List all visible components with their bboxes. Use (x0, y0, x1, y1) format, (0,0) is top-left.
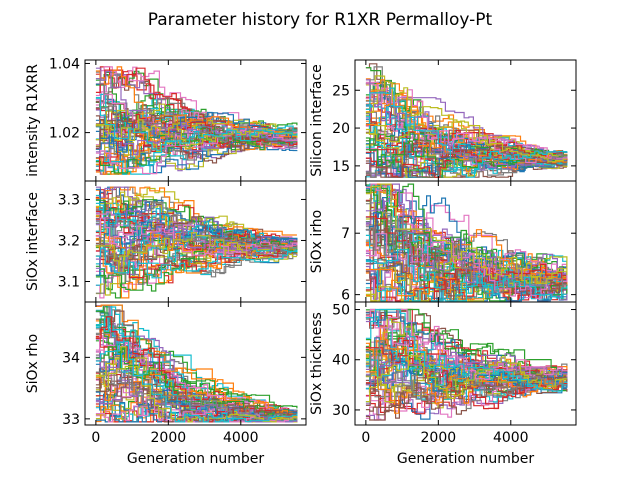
walker-trace (95, 216, 298, 268)
walker-trace (365, 379, 568, 415)
walker-trace (365, 183, 568, 286)
y-tick-label: 1.02 (49, 126, 80, 142)
y-tick-label: 30 (332, 403, 350, 419)
walker-trace (95, 219, 298, 252)
walker-trace (365, 79, 568, 171)
y-tick-label: 3.2 (58, 233, 80, 249)
walker-trace (365, 308, 567, 372)
subplot-grid: 1.02 1.04 intensity R1XRR 15 20 25 Silicon int… (25, 56, 577, 467)
walker-trace (95, 119, 298, 149)
walker-trace (95, 340, 298, 423)
subplot-4: 6 7 SiOx irho (309, 180, 577, 304)
walker-trace (95, 186, 297, 236)
y-tick-label: 3.1 (58, 274, 80, 290)
subplot-2: 15 20 25 Silicon interface (309, 59, 577, 182)
axes-frame (354, 301, 577, 426)
y-axis-label: Silicon interface (309, 64, 325, 177)
y-axis-label: SiOx irho (309, 210, 325, 273)
y-axis-label: SiOx rho (25, 334, 41, 393)
walker-trace (365, 87, 568, 178)
walker-trace (95, 222, 298, 273)
walker-trace (95, 250, 297, 279)
walker-trace (95, 230, 298, 275)
walker-trace (95, 304, 297, 419)
walker-trace (95, 210, 297, 247)
walker-trace (95, 113, 298, 172)
walker-traces (95, 304, 298, 423)
walker-trace (365, 220, 568, 302)
subplot-6: 0 2000 4000 30 40 50 SiOx thickness Generation … (309, 301, 577, 467)
y-tick-label: 33 (62, 412, 80, 428)
y-tick-label: 1.04 (49, 56, 80, 72)
walker-trace (365, 216, 568, 293)
walker-trace (95, 66, 298, 140)
walker-traces (365, 308, 568, 421)
y-tick-label: 20 (332, 121, 350, 137)
walker-trace (95, 71, 298, 148)
y-axis-label: SiOx interface (25, 192, 41, 291)
walker-traces (95, 66, 298, 175)
walker-trace (95, 97, 298, 151)
walker-trace (95, 247, 298, 279)
walker-trace (365, 308, 567, 392)
walker-trace (95, 217, 298, 257)
figure-title: Parameter history for R1XR Permalloy-Pt (148, 10, 493, 30)
walker-trace (95, 201, 297, 257)
x-tick-label: 0 (91, 430, 100, 446)
subplot-1: 1.02 1.04 intensity R1XRR (25, 56, 307, 182)
y-tick-label: 25 (332, 83, 350, 99)
walker-traces (95, 186, 298, 299)
x-tick-label: 2000 (421, 430, 457, 446)
walker-trace (365, 137, 568, 169)
x-tick-label: 4000 (223, 430, 259, 446)
y-axis-label: intensity R1XRR (25, 64, 41, 177)
walker-trace (95, 371, 298, 421)
walker-trace (365, 249, 568, 302)
walker-trace (95, 67, 298, 144)
y-tick-label: 6 (341, 288, 350, 304)
walker-trace (365, 351, 568, 386)
axes-frame (84, 301, 307, 426)
y-axis-label: SiOx thickness (309, 312, 325, 415)
walker-traces (365, 183, 568, 302)
x-axis-label: Generation number (397, 451, 534, 467)
y-tick-label: 15 (332, 159, 350, 175)
y-tick-label: 50 (332, 303, 350, 319)
y-tick-label: 7 (341, 226, 350, 242)
walker-trace (95, 208, 297, 254)
walker-trace (365, 183, 567, 284)
walker-trace (365, 233, 568, 300)
walker-traces (365, 63, 568, 178)
walker-trace (95, 346, 298, 422)
walker-trace (365, 87, 568, 164)
walker-trace (365, 308, 568, 380)
walker-trace (365, 326, 568, 405)
walker-trace (95, 310, 298, 409)
subplot-5: 0 2000 4000 33 34 SiOx rho Generation number (25, 301, 307, 467)
x-tick-label: 4000 (493, 430, 529, 446)
walker-trace (95, 246, 298, 294)
x-axis-label: Generation number (127, 451, 264, 467)
walker-trace (365, 183, 568, 280)
walker-trace (95, 232, 297, 273)
y-tick-label: 34 (62, 350, 80, 366)
x-tick-label: 2000 (151, 430, 187, 446)
walker-trace (365, 347, 567, 410)
y-tick-label: 40 (332, 353, 350, 369)
walker-trace (365, 355, 567, 403)
walker-trace (365, 80, 567, 163)
walker-trace (95, 235, 298, 292)
x-tick-label: 0 (361, 430, 370, 446)
y-tick-label: 3.3 (58, 192, 80, 208)
